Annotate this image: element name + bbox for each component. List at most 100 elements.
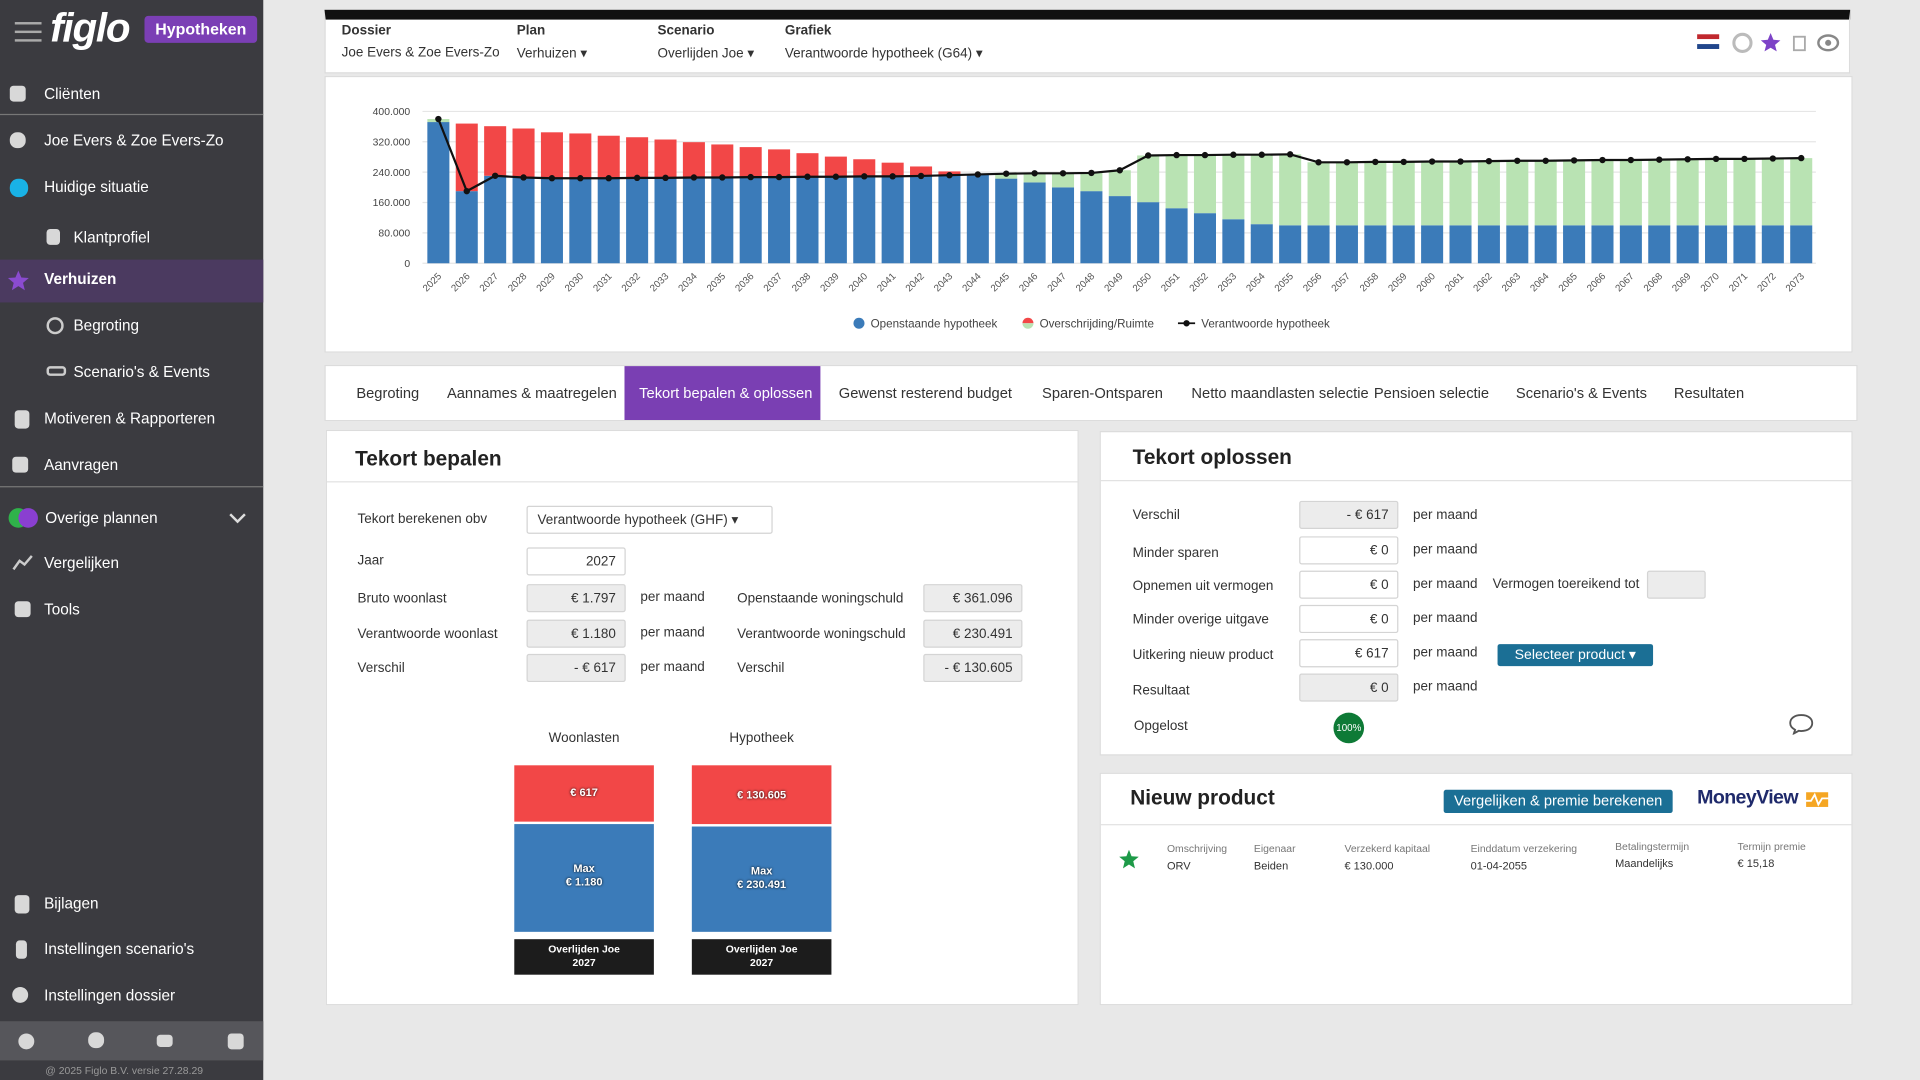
bar-segment	[739, 177, 762, 264]
menu-item[interactable]: Overige plannen	[45, 509, 158, 527]
field-label: Opnemen uit vermogen	[1132, 579, 1274, 594]
copy-icon[interactable]	[1792, 35, 1806, 52]
bar-segment	[1449, 161, 1472, 226]
select-product-button[interactable]: Selecteer product ▾	[1497, 644, 1654, 667]
menu-item[interactable]: Instellingen dossier	[44, 986, 176, 1005]
tab[interactable]: Pensioen selectie	[1373, 384, 1490, 402]
x-tick-label: 2051	[1159, 271, 1182, 294]
bar-segment	[1563, 225, 1586, 264]
menu-item[interactable]: Tools	[44, 601, 80, 619]
readonly-value: - € 617	[1299, 500, 1399, 529]
tab[interactable]: Gewenst resterend budget	[838, 384, 1012, 402]
dropdown[interactable]: Overlijden Joe ▾	[657, 46, 755, 62]
line-point	[1201, 151, 1209, 159]
bar-segment	[1137, 155, 1160, 203]
menu-item[interactable]: Instellingen scenario's	[44, 940, 195, 958]
tab[interactable]: Resultaten	[1673, 384, 1745, 402]
line-point	[1570, 157, 1578, 164]
field-value: Verantwoorde hypotheek (G64)	[784, 46, 973, 62]
menu-item[interactable]: Klantprofiel	[73, 228, 151, 247]
favorite-icon[interactable]	[1760, 33, 1781, 52]
menu-item[interactable]: Motiveren & Rapporteren	[44, 410, 216, 428]
bar-segment	[1563, 160, 1586, 226]
line-point	[1258, 151, 1265, 158]
comment-icon[interactable]	[1789, 713, 1814, 735]
flag[interactable]	[1697, 34, 1720, 40]
tab[interactable]: Netto maandlasten selectie	[1191, 384, 1369, 402]
x-tick-label: 2033	[648, 271, 672, 295]
menu-item[interactable]: Huidige situatie	[44, 178, 149, 196]
tab[interactable]: Begroting	[356, 384, 420, 402]
bar-segment	[1392, 161, 1415, 226]
menu-item[interactable]: Verhuizen	[44, 270, 117, 288]
menu-item[interactable]: Bijlagen	[44, 895, 99, 913]
readonly-value: € 0	[1299, 673, 1399, 702]
settings-icon[interactable]	[1732, 32, 1753, 53]
icon	[14, 895, 30, 914]
field-label: Verschil	[737, 661, 785, 676]
separator	[326, 481, 1078, 483]
input[interactable]: € 617	[1299, 639, 1399, 668]
readonly-value: € 1.797	[526, 584, 626, 613]
input[interactable]: 2027	[526, 547, 626, 576]
menu-item[interactable]: Vergelijken	[44, 554, 119, 572]
user-icon[interactable]	[88, 1032, 105, 1049]
tab[interactable]: Sparen-Ontsparen	[1042, 384, 1163, 402]
dropdown[interactable]: Verhuizen ▾	[516, 46, 588, 62]
x-tick-label: 2063	[1500, 271, 1524, 295]
select[interactable]: Verantwoorde hypotheek (GHF) ▾	[526, 505, 773, 534]
bar-segment	[1165, 208, 1188, 264]
tab[interactable]: Aannames & maatregelen	[446, 384, 617, 402]
menu-icon[interactable]	[14, 21, 42, 43]
bar-segment	[1222, 154, 1245, 220]
line-point	[889, 173, 896, 180]
footer-toolbar	[0, 1021, 264, 1061]
line-point	[1286, 151, 1294, 158]
menu-item[interactable]: Cliënten	[44, 85, 101, 103]
compare-button[interactable]: Vergelijken & premie berekenen	[1443, 789, 1673, 814]
panel-title: Nieuw product	[1130, 786, 1275, 810]
bar-segment	[1676, 225, 1699, 264]
x-tick-label: 2054	[1244, 271, 1268, 295]
x-tick-label: 2026	[449, 271, 473, 295]
x-tick-label: 2036	[733, 271, 757, 295]
bar-segment	[682, 177, 705, 264]
mail-icon[interactable]	[156, 1034, 173, 1047]
line-point	[1145, 152, 1152, 159]
icon	[9, 132, 26, 149]
bar-segment	[1108, 170, 1131, 197]
tekort-oplossen-panel: Tekort oplossen Verschil - € 617 per maa…	[1099, 431, 1853, 756]
x-tick-label: 2058	[1358, 271, 1382, 295]
active-item-bg	[0, 259, 264, 303]
menu-item[interactable]: Aanvragen	[44, 456, 119, 474]
bar-segment	[1761, 225, 1784, 264]
menu-item[interactable]: Begroting	[73, 317, 139, 335]
line-point	[1372, 158, 1379, 166]
line-point	[1712, 155, 1720, 163]
chevron[interactable]	[229, 513, 246, 524]
field-value: Joe Evers & Zoe Evers-Zo	[341, 45, 500, 61]
tools-icon[interactable]	[227, 1033, 244, 1050]
menu-item[interactable]: Scenario's & Events	[73, 363, 210, 381]
field-label: Minder sparen	[1132, 546, 1219, 561]
field-label: Grafiek	[784, 23, 832, 38]
bar-segment	[569, 178, 592, 264]
power-icon[interactable]	[18, 1033, 35, 1050]
bar-segment	[824, 156, 847, 177]
line-point	[1684, 156, 1691, 163]
select-value: Verantwoorde hypotheek (GHF)	[537, 513, 728, 528]
x-tick-label: 2056	[1301, 271, 1325, 295]
x-tick-label: 2034	[677, 271, 701, 295]
star-icon[interactable]	[1119, 849, 1139, 870]
menu-item[interactable]: Joe Evers & Zoe Evers-Zo	[44, 132, 224, 150]
icon	[46, 366, 67, 376]
bar-segment	[540, 178, 563, 264]
input[interactable]: € 0	[1299, 570, 1399, 599]
dropdown[interactable]: Verantwoorde hypotheek (G64) ▾	[784, 46, 983, 62]
input[interactable]: € 0	[1299, 536, 1399, 565]
input[interactable]: € 0	[1299, 604, 1399, 634]
view-icon[interactable]	[1817, 34, 1840, 52]
cell: ORV	[1166, 859, 1191, 872]
tab-active[interactable]: Tekort bepalen & oplossen	[639, 384, 813, 402]
tab[interactable]: Scenario's & Events	[1515, 384, 1647, 402]
